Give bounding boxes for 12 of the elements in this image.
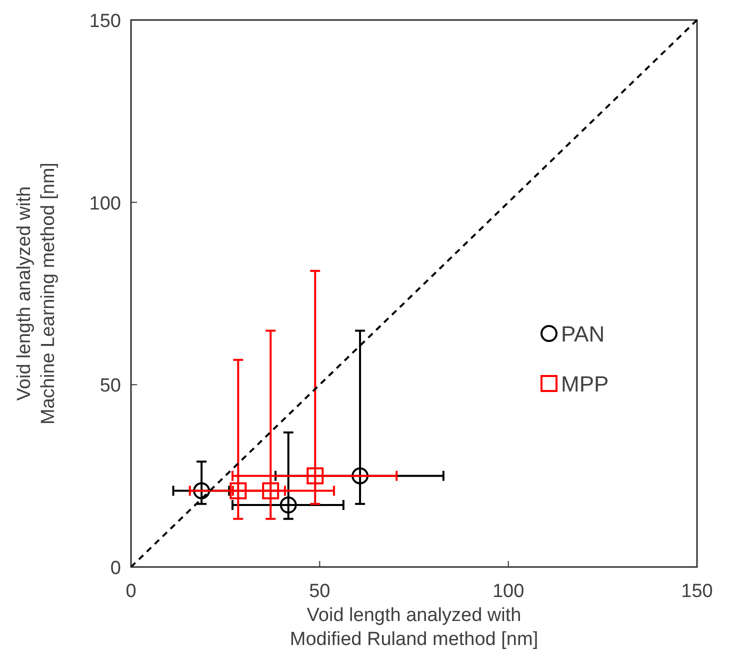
legend-label: MPP: [561, 372, 609, 396]
y-tick-label: 50: [100, 376, 121, 397]
x-axis-title: Void length analyzed with Modified Ruland method [nm]: [290, 605, 538, 650]
x-tick-label: 0: [126, 581, 136, 602]
y-axis-title: Void length analyzed with Machine Learning method [nm]: [14, 162, 59, 424]
y-tick-label: 0: [110, 558, 121, 579]
y-tick-label: 150: [89, 11, 121, 32]
x-tick-label: 50: [309, 581, 330, 602]
y-tick-label: 100: [89, 193, 121, 214]
x-tick-label: 100: [492, 581, 524, 602]
x-tick-label: 150: [681, 581, 713, 602]
legend-label: PAN: [561, 322, 605, 346]
